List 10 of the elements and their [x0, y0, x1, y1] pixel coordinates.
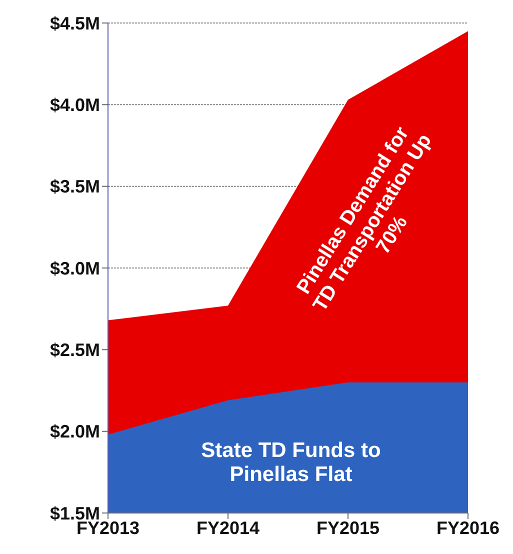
- annotation: State TD Funds to Pinellas Flat: [201, 438, 381, 488]
- y-tick-label: $2.0M: [50, 422, 100, 442]
- x-tick-label: FY2015: [316, 518, 380, 538]
- y-tick-label: $4.5M: [50, 13, 100, 34]
- x-tick-label: FY2014: [196, 518, 260, 538]
- y-tick-label: $2.5M: [50, 340, 100, 360]
- x-tick-label: FY2016: [436, 518, 500, 538]
- y-tick-label: $3.0M: [50, 258, 100, 278]
- y-tick-label: $3.5M: [50, 176, 100, 197]
- y-tick-label: $4.0M: [50, 95, 100, 116]
